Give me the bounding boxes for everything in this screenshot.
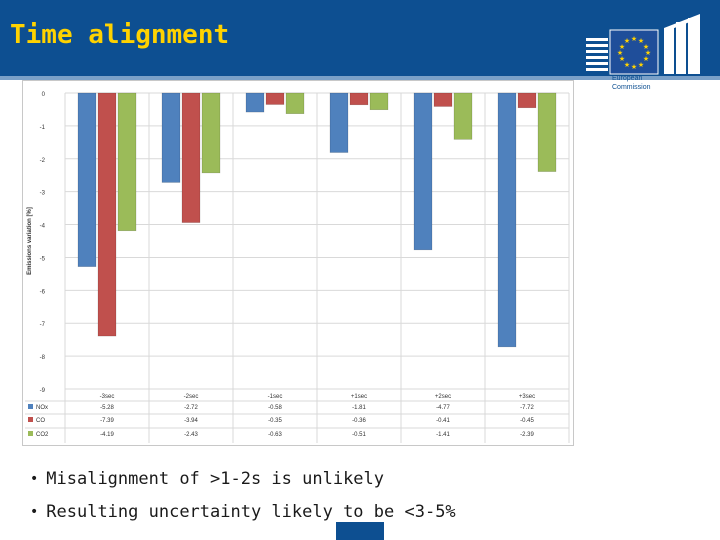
y-axis-title: Emissions variation [%] — [27, 207, 33, 275]
bar-co2 — [453, 92, 473, 140]
y-tick-label: -5 — [40, 256, 46, 262]
logo-caption-line2: Commission — [612, 84, 651, 91]
table-cell-value: -0.63 — [268, 432, 282, 438]
legend-label: NOx — [36, 405, 48, 411]
bar-co2 — [369, 92, 389, 111]
bar-nox — [245, 92, 265, 113]
bar-co — [349, 92, 369, 106]
table-cell-value: -0.45 — [520, 418, 534, 424]
table-cell-value: -0.36 — [352, 418, 366, 424]
x-tick-label: -1sec — [268, 394, 283, 400]
bullet-list: • Misalignment of >1-2s is unlikely • Re… — [30, 462, 456, 528]
svg-text:★: ★ — [643, 43, 649, 51]
y-tick-label: 0 — [42, 92, 46, 98]
slide-title: Time alignment — [10, 20, 230, 50]
table-cell-value: -1.81 — [352, 405, 366, 411]
svg-text:★: ★ — [638, 61, 644, 69]
bar-nox — [497, 92, 517, 348]
legend-swatch-co — [28, 417, 33, 422]
x-tick-label: +1sec — [351, 394, 367, 400]
footer-block — [336, 522, 384, 540]
bullet-text: Resulting uncertainty likely to be <3-5% — [46, 501, 456, 522]
legend-label: CO — [36, 418, 45, 424]
svg-text:★: ★ — [643, 55, 649, 63]
x-tick-label: -3sec — [100, 394, 115, 400]
svg-text:★: ★ — [645, 49, 651, 57]
table-cell-value: -2.72 — [184, 405, 198, 411]
table-cell-value: -0.58 — [268, 405, 282, 411]
bullet-dot-icon: • — [30, 470, 39, 487]
bar-co2 — [117, 92, 137, 232]
table-cell-value: -4.77 — [436, 405, 450, 411]
table-cell-value: -7.39 — [100, 418, 114, 424]
y-tick-label: -6 — [40, 289, 46, 295]
bar-nox — [161, 92, 181, 183]
logo-caption: European Commission — [612, 74, 651, 92]
legend-label: CO2 — [36, 432, 49, 438]
bar-nox — [77, 92, 97, 267]
bar-co2 — [285, 92, 305, 114]
y-tick-label: -7 — [40, 322, 46, 328]
header-divider — [0, 76, 720, 80]
table-cell-value: -0.35 — [268, 418, 282, 424]
table-cell-value: -0.51 — [352, 432, 366, 438]
emissions-chart: 0 -1 -2 -3 -4 -5 -6 -7 -8 -9 Emissions variation [… — [22, 80, 574, 446]
y-tick-label: -2 — [40, 158, 46, 164]
chart-canvas: 0 -1 -2 -3 -4 -5 -6 -7 -8 -9 Emissions variation [… — [25, 92, 570, 443]
svg-text:★: ★ — [638, 37, 644, 45]
table-cell-value: -3.94 — [184, 418, 198, 424]
svg-text:★: ★ — [624, 37, 630, 45]
bullet-text: Misalignment of >1-2s is unlikely — [46, 468, 385, 489]
bar-co — [433, 92, 453, 107]
svg-text:★: ★ — [631, 63, 637, 71]
table-cell-value: -1.41 — [436, 432, 450, 438]
bar-co — [181, 92, 201, 223]
table-cell-value: -2.39 — [520, 432, 534, 438]
european-commission-logo: ★ ★★ ★★★ ★★★ ★★★ — [586, 14, 700, 75]
svg-text:★: ★ — [624, 61, 630, 69]
bullet-item: • Resulting uncertainty likely to be <3-… — [30, 495, 456, 528]
svg-text:★: ★ — [619, 55, 625, 63]
bar-nox — [329, 92, 349, 153]
bullet-dot-icon: • — [30, 503, 39, 520]
legend-swatch-co2 — [28, 431, 33, 436]
bullet-item: • Misalignment of >1-2s is unlikely — [30, 462, 456, 495]
svg-text:★: ★ — [617, 49, 623, 57]
svg-text:★: ★ — [631, 35, 637, 43]
x-tick-label: +2sec — [435, 394, 451, 400]
y-tick-label: -8 — [40, 355, 46, 361]
x-tick-label: +3sec — [519, 394, 535, 400]
table-cell-value: -0.41 — [436, 418, 450, 424]
bar-co — [517, 92, 537, 109]
bar-co — [265, 92, 285, 105]
y-tick-label: -1 — [40, 125, 46, 131]
bar-co — [97, 92, 117, 337]
table-cell-value: -7.72 — [520, 405, 534, 411]
y-tick-label: -9 — [40, 388, 46, 394]
x-tick-label: -2sec — [184, 394, 199, 400]
bar-nox — [413, 92, 433, 251]
table-cell-value: -4.19 — [100, 432, 114, 438]
bar-co2 — [201, 92, 221, 174]
y-tick-label: -4 — [40, 224, 46, 230]
table-cell-value: -2.43 — [184, 432, 198, 438]
y-tick-label: -3 — [40, 191, 46, 197]
bar-co2 — [537, 92, 557, 172]
table-cell-value: -5.28 — [100, 405, 114, 411]
logo-caption-line1: European — [612, 75, 643, 82]
legend-swatch-nox — [28, 404, 33, 409]
svg-text:★: ★ — [619, 43, 625, 51]
